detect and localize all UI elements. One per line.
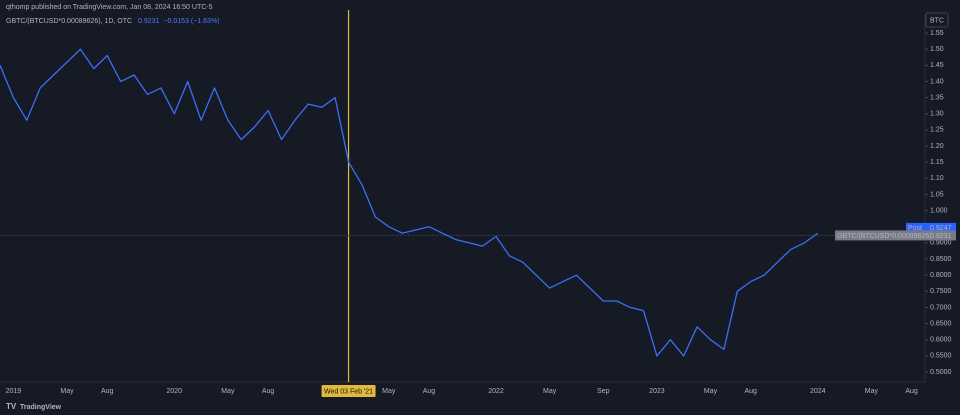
y-tick-label: 1.15 (930, 159, 944, 166)
x-tick-label: May (865, 388, 879, 395)
x-tick-label: May (221, 388, 235, 395)
x-tick-label: Aug (262, 388, 275, 395)
y-tick-label: 0.7500 (930, 288, 952, 295)
y-tick-label: 0.7000 (930, 304, 952, 311)
y-tick-label: 1.20 (930, 143, 944, 150)
x-tick-label: May (704, 388, 718, 395)
y-tick-label: 1.05 (930, 191, 944, 198)
x-tick-label: Sep (597, 388, 610, 395)
y-tick-label: 1.40 (930, 78, 944, 85)
post-tag-value: 0.9247 (930, 225, 952, 232)
x-tick-label: 2022 (488, 388, 504, 395)
post-tag-label: Post (908, 225, 922, 232)
brand: TradingView (20, 404, 62, 411)
y-tick-label: 0.8000 (930, 272, 952, 279)
last-value: 0.9231 (138, 18, 160, 25)
x-tick-label: 2020 (166, 388, 182, 395)
y-tick-label: 0.8500 (930, 256, 952, 263)
publisher: qthomp published on TradingView.com, Jan… (6, 4, 213, 11)
currency-box[interactable] (925, 12, 949, 28)
crosshair-label: Wed 03 Feb '21 (324, 388, 373, 395)
change: −0.0153 (−1.63%) (163, 18, 219, 25)
symbol: GBTC/(BTCUSD*0.00089626), 1D, OTC (6, 18, 132, 25)
x-tick-label: Aug (423, 388, 436, 395)
x-tick-label: 2019 (6, 388, 22, 395)
x-tick-label: Aug (744, 388, 757, 395)
brand-logo: TV (6, 402, 17, 411)
y-tick-label: 0.6000 (930, 337, 952, 344)
last-tag-name: GBTC/(BTCUSD*0.00089626) (837, 233, 932, 240)
y-tick-label: 1.000 (930, 207, 948, 214)
y-tick-label: 0.5500 (930, 353, 952, 360)
y-tick-label: 0.9000 (930, 240, 952, 247)
x-tick-label: Aug (905, 388, 918, 395)
crosshair-tag (321, 385, 376, 397)
y-tick-label: 0.6500 (930, 320, 952, 327)
y-tick-label: 1.35 (930, 94, 944, 101)
last-tag (835, 230, 956, 241)
post-tag (906, 222, 956, 233)
x-tick-label: May (543, 388, 557, 395)
y-tick-label: 0.5000 (930, 369, 952, 376)
x-tick-label: May (382, 388, 396, 395)
y-tick-label: 1.50 (930, 46, 944, 53)
y-tick-label: 1.25 (930, 127, 944, 134)
currency[interactable]: BTC (930, 17, 944, 24)
x-tick-label: Aug (101, 388, 114, 395)
x-tick-label: May (60, 388, 74, 395)
y-tick-label: 1.30 (930, 111, 944, 118)
price-line (0, 48, 819, 357)
x-tick-label: 2024 (810, 388, 826, 395)
y-tick-label: 1.55 (930, 30, 944, 37)
x-tick-label: 2023 (649, 388, 665, 395)
last-tag-value: 0.9231 (930, 233, 952, 240)
y-tick-label: 1.45 (930, 62, 944, 69)
y-tick-label: 1.10 (930, 175, 944, 182)
